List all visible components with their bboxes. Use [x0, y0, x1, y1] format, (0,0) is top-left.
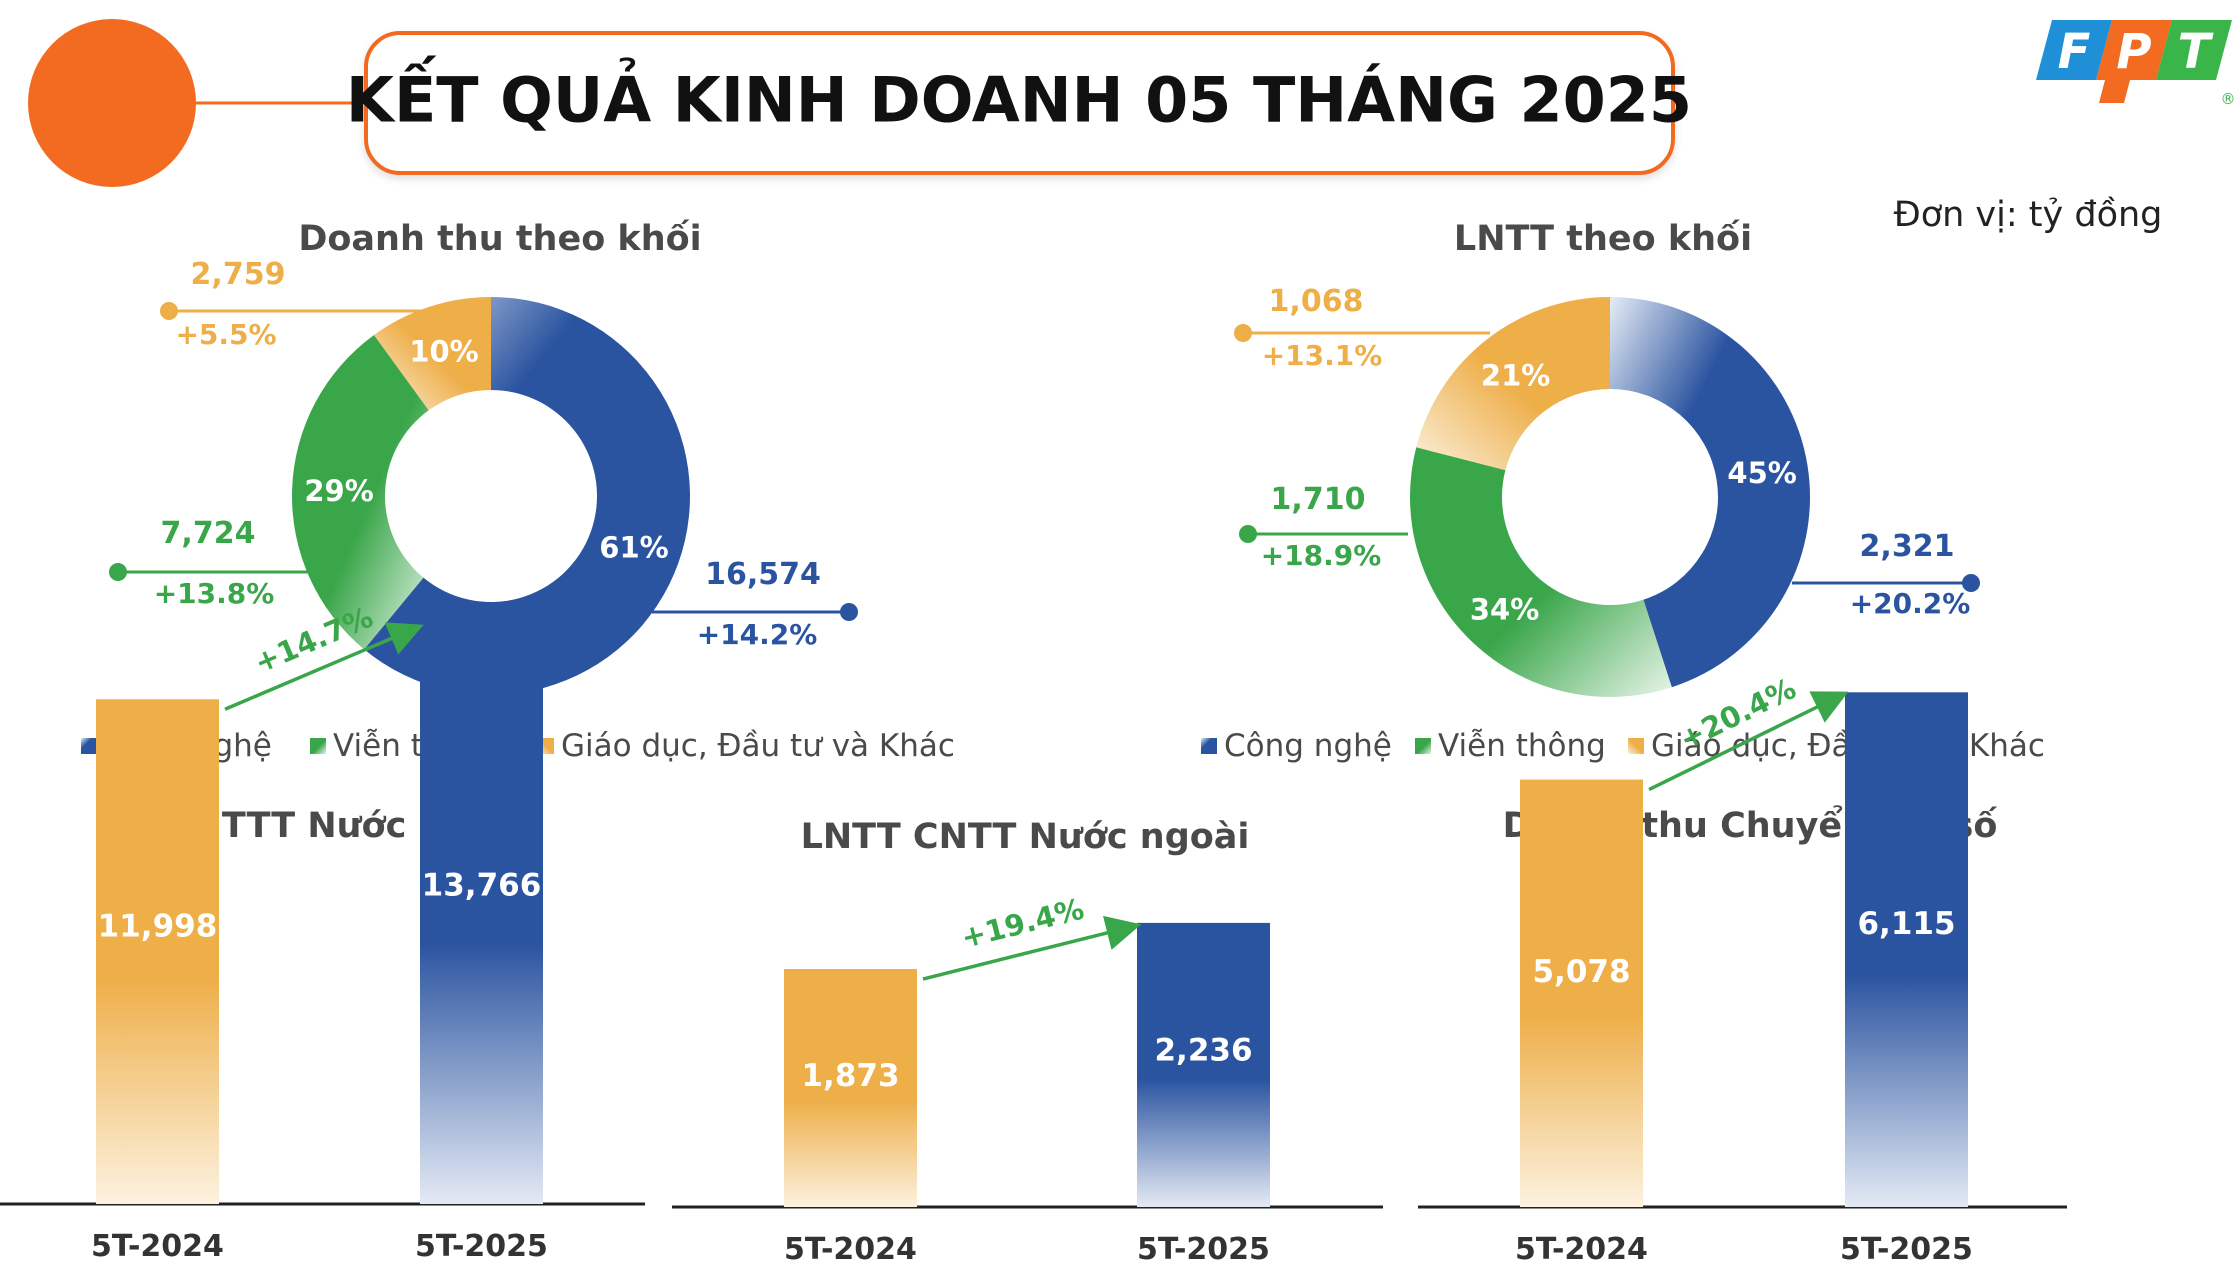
value-label-gold: 2,759: [191, 257, 286, 292]
logo-block-p: [2096, 20, 2172, 80]
profit-donut-chart: 45% 34% 21%: [1410, 297, 1810, 697]
bar-value-label: 5,078: [1532, 954, 1630, 990]
revenue-donut-callouts: 2,759 +5.5% 7,724 +13.8% 16,574 +14.2%: [109, 257, 858, 651]
x-tick-label: 5T-2024: [784, 1232, 917, 1267]
donut-pct-label-edu: 10%: [409, 334, 478, 368]
fpt-logo: F P T ®: [2036, 20, 2236, 108]
growth-arrow: [922, 915, 1142, 981]
bar-chart-foreign-profit: 1,873 5T-2024 2,236 5T-2025 +19.4%: [672, 892, 1383, 1267]
x-tick-label: 5T-2025: [415, 1229, 548, 1264]
legend-label-tech-2: Công nghệ: [1224, 728, 1392, 764]
callout-dot-blue-2: [1962, 574, 1980, 592]
value-label-green: 7,724: [161, 516, 256, 551]
callout-dot-green-2: [1239, 525, 1257, 543]
legend-label-edu: Giáo dục, Đầu tư và Khác: [561, 728, 955, 764]
logo-block-t: [2156, 20, 2232, 80]
logo-letter-p: P: [2116, 24, 2151, 80]
profit-donut-callouts: 1,068 +13.1% 1,710 +18.9% 2,321 +20.2%: [1234, 284, 1980, 620]
x-tick-label: 5T-2024: [1515, 1232, 1648, 1267]
bar-value-label: 1,873: [801, 1058, 899, 1094]
donut-pct-label-tech: 45%: [1727, 456, 1796, 490]
donut-slice-edu: [374, 297, 491, 411]
bar-title-foreign-profit: LNTT CNTT Nước ngoài: [801, 817, 1250, 857]
decorative-orange-circle: [28, 19, 196, 187]
callout-dot-blue: [840, 603, 858, 621]
donut-slice-telecom: [1410, 447, 1672, 697]
unit-label: Đơn vị: tỷ đồng: [1894, 195, 2163, 235]
legend-label-telecom-2: Viễn thông: [1438, 728, 1606, 764]
growth-label-gold-2: +13.1%: [1262, 339, 1383, 372]
bar-value-label: 6,115: [1857, 906, 1955, 942]
profit-donut-panel: LNTT theo khối 45% 34% 21% 1,068 +13.1% 1,…: [1201, 219, 2045, 764]
value-label-blue: 16,574: [705, 557, 821, 592]
donut-pct-label-telecom: 29%: [304, 474, 373, 508]
growth-label-green: +13.8%: [154, 577, 275, 610]
bar-value-label: 13,766: [422, 867, 542, 903]
logo-tail: [2099, 80, 2130, 103]
x-tick-label: 5T-2025: [1137, 1232, 1270, 1267]
donut-slice-tech: [1610, 297, 1810, 688]
bar-value-label: 11,998: [98, 908, 218, 944]
bar-5T-2025: [1845, 692, 1968, 1207]
x-tick-label: 5T-2024: [91, 1229, 224, 1264]
legend-swatch-tech-2: [1201, 738, 1217, 754]
revenue-donut-chart: 61% 29% 10%: [291, 297, 690, 695]
donut-title-revenue: Doanh thu theo khối: [298, 219, 701, 259]
title-box: [364, 31, 1675, 175]
callout-dot-gold-2: [1234, 324, 1252, 342]
bar-5T-2025: [420, 624, 543, 1204]
growth-label-green-2: +18.9%: [1261, 539, 1382, 572]
logo-letter-f: F: [2058, 24, 2091, 80]
donut-slice-telecom: [291, 335, 429, 650]
growth-label: +19.4%: [958, 892, 1087, 955]
profit-donut-legend: Công nghệ Viễn thông Giáo dục, Đầu tư và…: [1201, 728, 2045, 764]
bar-5T-2024: [1520, 779, 1643, 1207]
growth-label-blue-2: +20.2%: [1850, 587, 1971, 620]
x-tick-label: 5T-2025: [1840, 1232, 1973, 1267]
value-label-blue-2: 2,321: [1860, 529, 1955, 564]
donut-pct-label-tech: 61%: [599, 530, 668, 564]
legend-swatch-tech: [81, 738, 97, 754]
legend-swatch-telecom: [310, 738, 326, 754]
logo-registered: ®: [2221, 90, 2236, 108]
page-title: KẾT QUẢ KINH DOANH 05 THÁNG 2025: [346, 56, 1692, 137]
donut-title-profit: LNTT theo khối: [1454, 219, 1752, 259]
value-label-green-2: 1,710: [1271, 482, 1366, 517]
donut-pct-label-edu: 21%: [1481, 358, 1550, 392]
logo-block-f: [2036, 20, 2112, 80]
callout-dot-gold: [160, 302, 178, 320]
growth-label-blue: +14.2%: [697, 618, 818, 651]
callout-dot-green: [109, 563, 127, 581]
value-label-gold-2: 1,068: [1269, 284, 1364, 319]
bar-panel-foreign-revenue: DT CNTTT Nước ngoài 11,9985T-202413,7665…: [0, 600, 645, 1264]
bar-value-label: 2,236: [1154, 1033, 1252, 1069]
bar-panel-foreign-profit: LNTT CNTT Nước ngoài 1,873 5T-2024 2,236 5T…: [672, 817, 1383, 1267]
donut-pct-label-telecom: 34%: [1470, 592, 1539, 626]
bar-5T-2025: [1137, 922, 1270, 1207]
legend-swatch-telecom-2: [1415, 738, 1431, 754]
logo-letter-t: T: [2178, 24, 2214, 80]
bar-5T-2024: [96, 699, 219, 1204]
growth-label-gold: +5.5%: [175, 318, 276, 351]
growth-arrow: [1648, 691, 1849, 792]
growth-arrow: [224, 622, 424, 711]
bar-5T-2024: [784, 969, 917, 1207]
donut-slice-edu: [1416, 297, 1610, 471]
donut-slice-tech: [364, 297, 690, 695]
legend-swatch-edu-2: [1628, 738, 1644, 754]
